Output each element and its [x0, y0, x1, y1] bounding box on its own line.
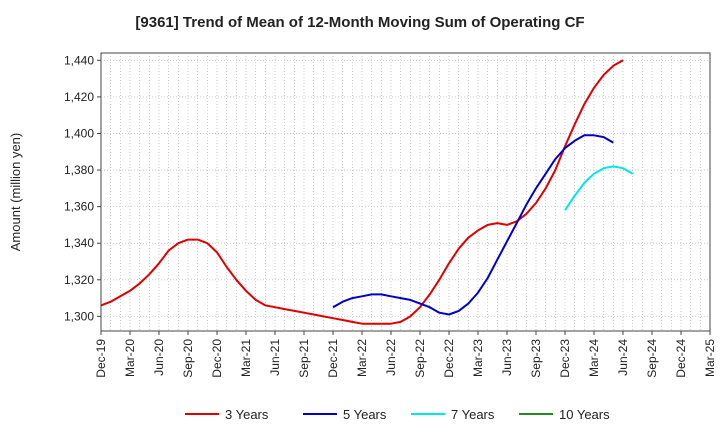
series-line-5-years: [332, 134, 614, 316]
plot-area: [100, 52, 711, 332]
x-tick-label: Sep-23: [529, 339, 543, 378]
x-tick-label: Mar-20: [123, 339, 137, 377]
x-tick-label: Jun-23: [500, 339, 514, 376]
y-tick-label: 1,320: [64, 273, 94, 287]
legend-label: 5 Years: [343, 407, 387, 422]
x-tick-label: Dec-20: [210, 339, 224, 378]
x-tick-label: Mar-23: [471, 339, 485, 377]
grid: [101, 53, 710, 331]
x-tick-label: Dec-23: [558, 339, 572, 378]
x-tick-label: Jun-20: [152, 339, 166, 376]
x-axis-ticks: Dec-19 Mar-20 Jun-20 Sep-20 Dec-20 Mar-21 Jun-…: [94, 331, 717, 378]
x-tick-label: Jun-22: [384, 339, 398, 376]
series-lines: [100, 59, 634, 325]
x-tick-label: Dec-19: [94, 339, 108, 378]
x-tick-label: Dec-24: [674, 339, 688, 378]
y-tick-label: 1,360: [64, 200, 94, 214]
legend-label: 10 Years: [559, 407, 610, 422]
x-tick-label: Sep-21: [297, 339, 311, 378]
x-tick-label: Dec-22: [442, 339, 456, 378]
y-tick-label: 1,440: [64, 53, 94, 67]
x-tick-label: Jun-24: [616, 339, 630, 376]
x-tick-label: Mar-21: [239, 339, 253, 377]
y-tick-label: 1,300: [64, 309, 94, 323]
x-tick-label: Sep-24: [645, 339, 659, 378]
y-tick-label: 1,340: [64, 236, 94, 250]
y-tick-label: 1,400: [64, 126, 94, 140]
x-tick-label: Mar-25: [703, 339, 717, 377]
x-tick-label: Mar-22: [355, 339, 369, 377]
legend-label: 7 Years: [451, 407, 495, 422]
y-tick-label: 1,420: [64, 90, 94, 104]
x-tick-label: Sep-20: [181, 339, 195, 378]
legend: 3 Years 5 Years 7 Years 10 Years: [185, 407, 610, 422]
chart-title: [9361] Trend of Mean of 12-Month Moving …: [135, 14, 585, 31]
x-tick-label: Mar-24: [587, 339, 601, 377]
x-tick-label: Jun-21: [268, 339, 282, 376]
x-tick-label: Dec-21: [326, 339, 340, 378]
x-tick-label: Sep-22: [413, 339, 427, 378]
series-line-7-years: [564, 165, 634, 211]
y-axis-label: Amount (million yen): [8, 133, 23, 252]
series-line-3-years: [100, 59, 624, 325]
y-axis-ticks: 1,300 1,320 1,340 1,360 1,380 1,400 1,420 1,440: [64, 53, 101, 323]
legend-label: 3 Years: [225, 407, 269, 422]
y-tick-label: 1,380: [64, 163, 94, 177]
